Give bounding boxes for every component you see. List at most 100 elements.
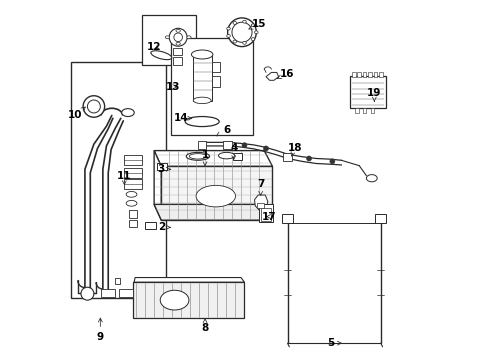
Ellipse shape [189,154,206,159]
Bar [362,108,366,113]
Bar [258,204,273,222]
Ellipse shape [196,185,235,207]
Bar [124,179,142,189]
Bar [124,155,142,165]
Bar [367,72,371,77]
Bar [129,220,137,227]
Ellipse shape [226,27,230,30]
Text: 17: 17 [262,212,276,221]
Polygon shape [154,150,272,166]
Bar [119,289,132,297]
Polygon shape [265,72,278,80]
Circle shape [231,22,251,42]
Bar [144,222,155,229]
Bar [233,153,242,160]
Bar [171,39,253,135]
Bar [115,278,120,284]
Bar [260,208,271,221]
Ellipse shape [193,97,211,104]
Bar [171,39,253,135]
Ellipse shape [254,31,258,34]
Bar [142,15,196,65]
Text: 19: 19 [366,88,381,101]
Bar [351,72,355,77]
Ellipse shape [186,152,209,160]
Bar [370,108,373,113]
Bar [192,54,212,101]
Text: 10: 10 [68,107,85,121]
Bar [101,289,115,297]
Ellipse shape [242,20,246,23]
Circle shape [329,159,334,164]
Bar [156,163,166,170]
Bar [211,62,220,72]
Ellipse shape [122,109,134,117]
Bar [129,211,137,218]
Bar [124,168,142,178]
Ellipse shape [185,117,219,127]
Circle shape [83,96,104,117]
Ellipse shape [126,201,137,206]
Text: 3: 3 [157,164,170,174]
Bar [257,203,263,208]
Ellipse shape [226,35,230,37]
Bar [172,57,182,64]
Bar [70,62,165,298]
Ellipse shape [242,41,246,44]
Text: 14: 14 [173,113,191,123]
Bar [375,214,386,223]
Text: 5: 5 [326,338,341,348]
Ellipse shape [126,192,137,197]
Text: 16: 16 [276,69,293,79]
Text: 1: 1 [201,150,208,166]
Text: 6: 6 [216,125,230,136]
Bar [378,72,382,77]
Text: 15: 15 [248,19,266,29]
Text: 8: 8 [201,319,208,333]
Ellipse shape [176,42,180,45]
Text: 18: 18 [287,143,301,156]
Bar [349,76,386,108]
Text: 4: 4 [229,143,237,159]
Ellipse shape [251,38,254,41]
Circle shape [81,287,94,300]
Bar [70,62,165,298]
Text: 11: 11 [117,171,131,185]
Text: 9: 9 [97,318,103,342]
Bar [354,108,358,113]
Circle shape [174,33,182,41]
Circle shape [263,146,268,151]
Circle shape [242,143,246,148]
Bar [198,140,206,149]
Ellipse shape [191,50,212,59]
Ellipse shape [218,152,234,159]
Bar [142,15,196,65]
Circle shape [227,18,256,46]
Circle shape [306,156,311,161]
Text: 2: 2 [157,222,170,232]
Bar [223,140,231,149]
Polygon shape [161,166,272,220]
Polygon shape [133,282,244,318]
Polygon shape [154,150,161,220]
Bar [357,72,360,77]
Polygon shape [134,278,244,282]
Circle shape [87,100,100,113]
Bar [282,214,292,223]
Bar [172,48,182,55]
Bar [283,153,291,161]
Ellipse shape [165,36,169,39]
Polygon shape [254,195,267,211]
Polygon shape [154,204,272,220]
Ellipse shape [151,51,171,60]
Bar [362,72,366,77]
Ellipse shape [176,30,180,32]
Bar [373,72,376,77]
Ellipse shape [160,290,188,310]
Text: 13: 13 [165,82,180,92]
Text: 7: 7 [256,179,264,195]
Ellipse shape [186,36,191,39]
Ellipse shape [233,22,236,24]
Ellipse shape [251,24,254,27]
Bar [211,76,220,87]
